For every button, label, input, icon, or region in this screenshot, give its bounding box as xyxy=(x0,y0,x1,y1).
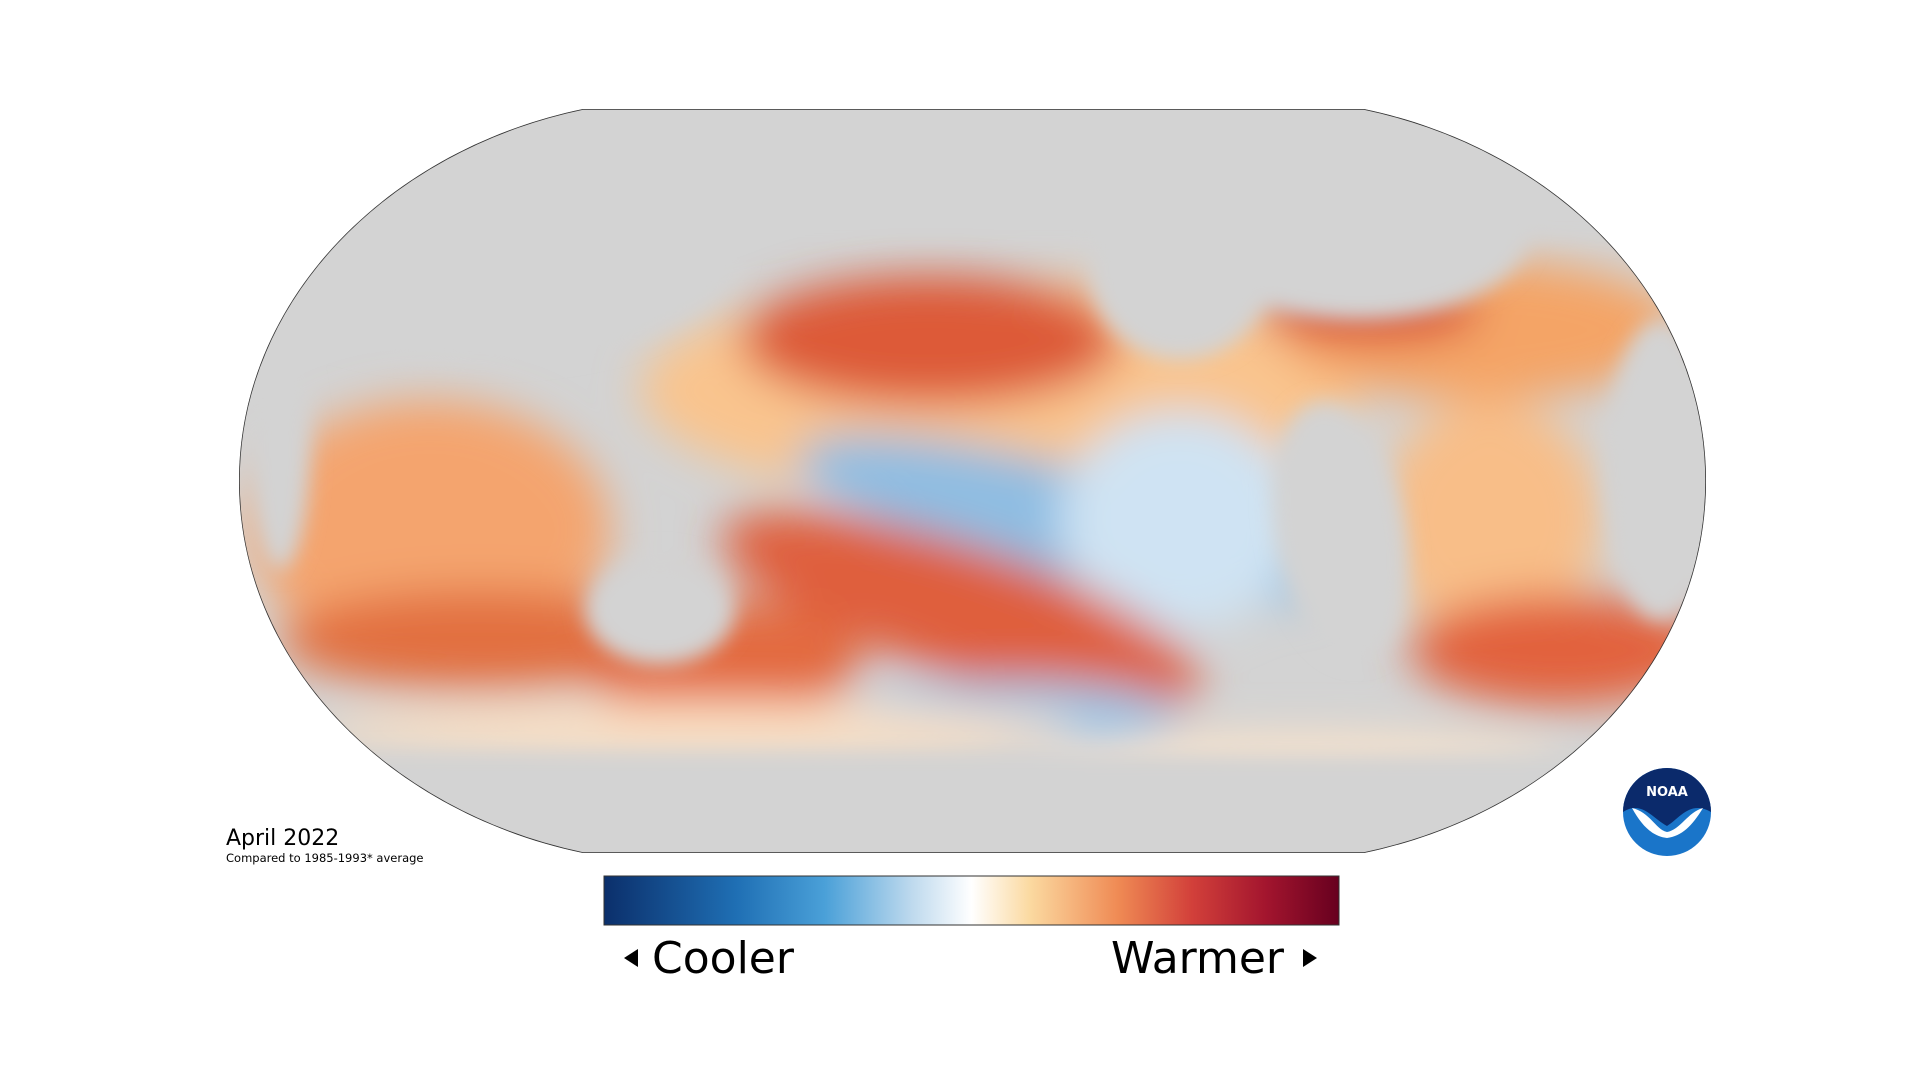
map-title: April 2022 xyxy=(226,826,339,851)
map-subtitle: Compared to 1985-1993* average xyxy=(226,851,424,865)
legend-low-label: Cooler xyxy=(652,933,795,984)
logo-text: NOAA xyxy=(1646,785,1688,800)
map xyxy=(239,109,1706,853)
map-outline xyxy=(239,109,1706,853)
arrow-left xyxy=(624,949,638,967)
legend-high-label: Warmer xyxy=(1111,933,1285,984)
noaa-logo: NOAA xyxy=(1623,768,1711,856)
colorbar xyxy=(603,875,1340,926)
arrow-right xyxy=(1303,949,1317,967)
